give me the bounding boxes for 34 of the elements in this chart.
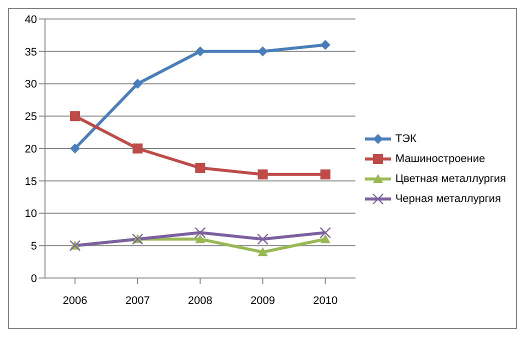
point: [195, 234, 206, 244]
point: [258, 169, 268, 180]
legend-label: Черная металлургия: [395, 192, 501, 204]
point: [70, 144, 80, 154]
y-tick-label: 40: [24, 14, 37, 26]
y-tick-label: 30: [24, 78, 37, 91]
point: [194, 227, 206, 238]
point: [320, 234, 330, 244]
legend-label: Цветная металлургия: [395, 172, 506, 184]
y-tick-label: 15: [24, 176, 37, 188]
point: [257, 234, 268, 245]
x-tick-label: 2008: [188, 294, 212, 307]
y-tick-label: 35: [24, 46, 37, 58]
y-tick-label: 0: [30, 272, 37, 285]
point: [320, 40, 330, 50]
legend-label: Машиностроение: [395, 152, 486, 164]
y-tick-label: 5: [30, 240, 37, 253]
y-tick-label: 20: [24, 143, 37, 156]
point: [195, 162, 206, 173]
x-tick-label: 2009: [250, 294, 275, 307]
y-tick-label: 25: [24, 111, 37, 124]
y-tick-label: 10: [24, 208, 37, 220]
point: [132, 144, 143, 154]
point: [320, 169, 330, 180]
point: [258, 46, 268, 56]
point: [70, 111, 80, 122]
legend-label: ТЭК: [395, 132, 416, 144]
x-tick-label: 2007: [125, 294, 150, 307]
point: [132, 78, 143, 89]
x-tick-label: 2010: [313, 294, 338, 307]
x-tick-label: 2006: [62, 294, 88, 307]
point: [258, 247, 268, 256]
point: [195, 46, 206, 56]
point: [320, 227, 331, 238]
